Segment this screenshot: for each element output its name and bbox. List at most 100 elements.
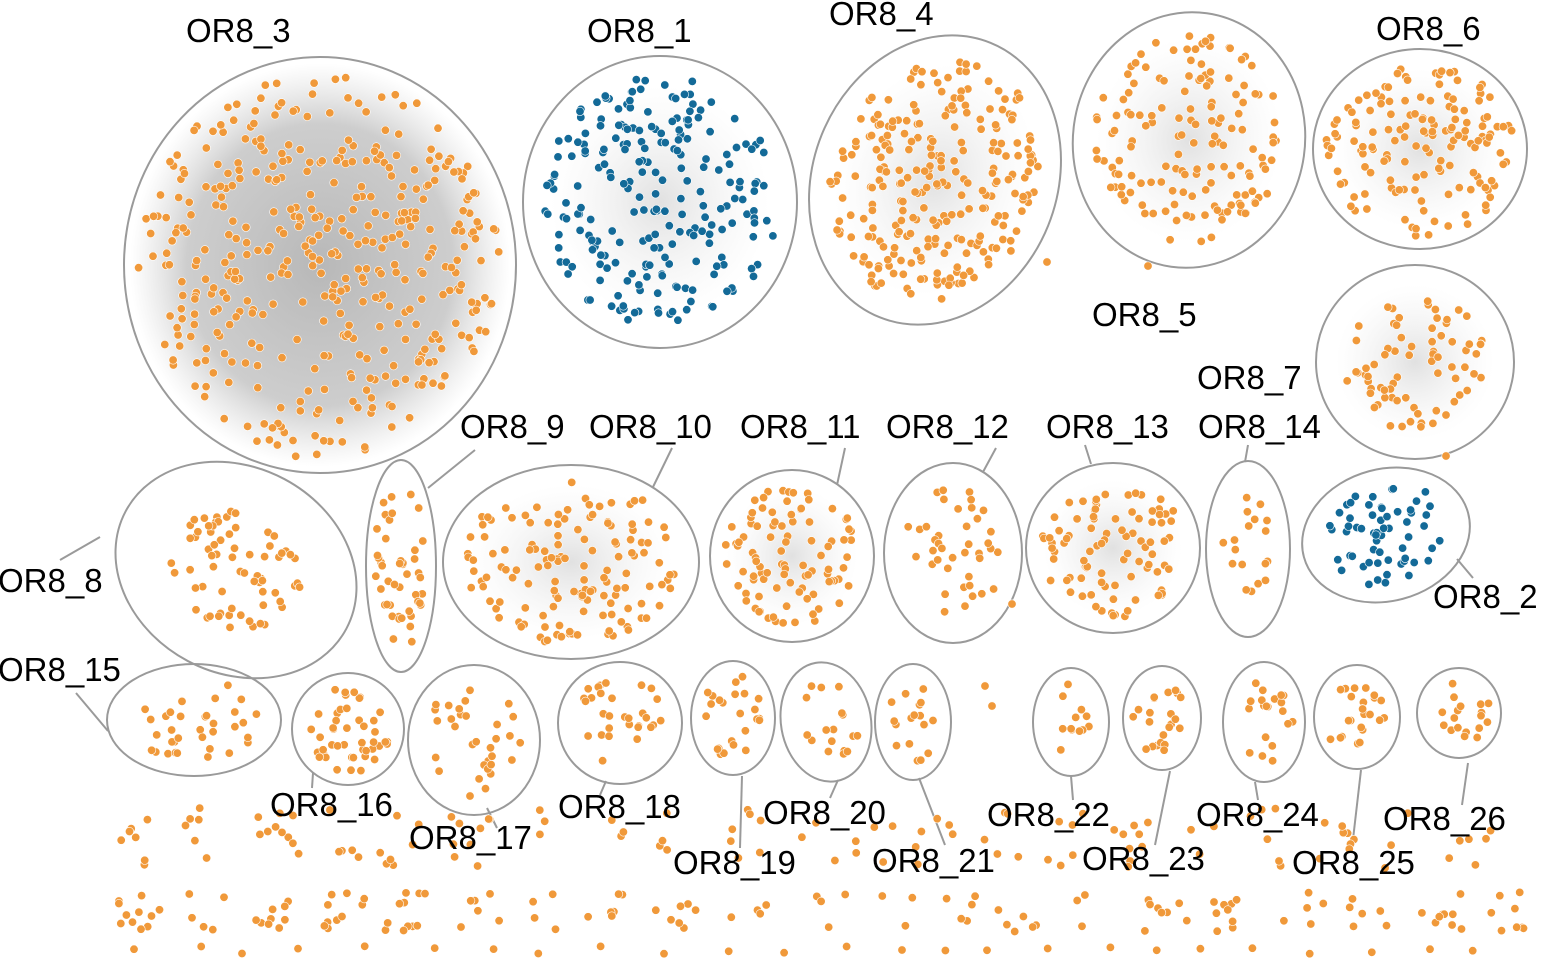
node	[1361, 683, 1371, 693]
node	[347, 157, 357, 167]
node	[207, 551, 217, 561]
node	[957, 190, 967, 200]
node	[565, 627, 575, 637]
node	[1427, 356, 1437, 366]
node	[377, 243, 387, 253]
node	[372, 524, 382, 534]
node	[242, 250, 252, 260]
node	[984, 260, 994, 270]
cluster-outline-or8-14	[1205, 460, 1291, 638]
node	[314, 709, 324, 719]
node	[928, 715, 938, 725]
node	[323, 900, 333, 910]
node	[1196, 74, 1206, 84]
node	[1106, 182, 1116, 192]
node	[249, 576, 259, 586]
node	[1365, 388, 1375, 398]
node	[457, 174, 467, 184]
node	[1398, 543, 1408, 553]
node	[1344, 844, 1354, 854]
node	[328, 292, 338, 302]
node	[425, 155, 435, 165]
node	[415, 598, 425, 608]
node	[695, 187, 705, 197]
node	[1427, 337, 1437, 347]
node	[217, 586, 227, 596]
node	[284, 140, 294, 150]
node	[863, 232, 873, 242]
node	[1367, 142, 1377, 152]
node	[231, 508, 241, 518]
node	[715, 695, 725, 705]
node	[1141, 62, 1151, 72]
cluster-nodes-or8-22	[1056, 679, 1094, 755]
node	[412, 921, 422, 931]
node	[1143, 817, 1153, 827]
node	[231, 312, 241, 322]
node	[208, 368, 218, 378]
node	[166, 558, 176, 568]
node	[1182, 44, 1192, 54]
node	[622, 276, 632, 286]
node	[1238, 98, 1248, 108]
node	[1210, 131, 1220, 141]
node	[485, 889, 495, 899]
node	[1448, 679, 1458, 689]
node	[1410, 185, 1420, 195]
node	[1455, 836, 1465, 846]
node	[907, 893, 917, 903]
node	[1145, 717, 1155, 727]
node	[1417, 908, 1427, 918]
node	[367, 403, 377, 413]
node	[387, 233, 397, 243]
node	[1270, 804, 1280, 814]
node	[1114, 169, 1124, 179]
node	[693, 113, 703, 123]
node	[177, 696, 187, 706]
node	[1336, 733, 1346, 743]
node	[1072, 895, 1082, 905]
node	[596, 688, 606, 698]
node	[351, 192, 361, 202]
node	[216, 181, 226, 191]
leader-line	[1070, 775, 1074, 801]
node	[1424, 230, 1434, 240]
node	[1227, 123, 1237, 133]
leader-line	[599, 780, 607, 796]
node	[596, 250, 606, 260]
node	[1430, 216, 1440, 226]
cluster-outline-or8-3	[123, 56, 517, 474]
node	[1468, 946, 1478, 956]
node	[348, 205, 358, 215]
node	[356, 766, 366, 776]
cluster-outline-or8-24	[1222, 661, 1306, 783]
node	[755, 909, 765, 919]
node	[1085, 546, 1095, 556]
cluster-outline-or8-21	[874, 663, 952, 781]
node	[353, 852, 363, 862]
node	[722, 559, 732, 569]
node	[998, 235, 1008, 245]
node	[804, 517, 814, 527]
node	[216, 535, 226, 545]
node	[458, 206, 468, 216]
node	[749, 571, 759, 581]
node	[543, 560, 553, 570]
node	[1007, 115, 1017, 125]
node	[306, 724, 316, 734]
node	[601, 678, 611, 688]
node	[446, 714, 456, 724]
node	[1117, 525, 1127, 535]
node	[172, 748, 182, 758]
node	[970, 891, 980, 901]
cluster-outline-or8-20	[779, 661, 873, 783]
node	[923, 242, 933, 252]
node	[1400, 215, 1410, 225]
node	[465, 685, 475, 695]
node	[966, 495, 976, 505]
node	[705, 127, 715, 137]
node	[584, 500, 594, 510]
node	[1109, 825, 1119, 835]
node	[1416, 196, 1426, 206]
node	[716, 204, 726, 214]
